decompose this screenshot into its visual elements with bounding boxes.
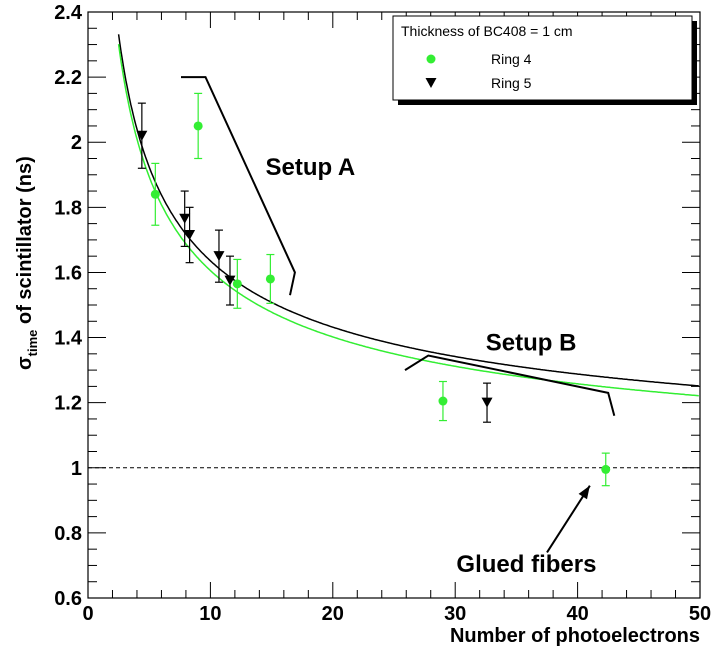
x-tick-label: 10 <box>199 603 221 625</box>
y-tick-label: 1 <box>71 458 82 480</box>
legend-box <box>392 15 693 101</box>
y-axis-subscript: time <box>25 330 40 357</box>
annotation-label: Glued fibers <box>456 551 596 578</box>
x-tick-label: 0 <box>82 603 93 625</box>
fit-curve <box>117 34 699 387</box>
y-axis-label: σtime of scintillator (ns) <box>14 156 40 370</box>
y-tick-label: 2.4 <box>54 2 83 24</box>
data-point-ring-5 <box>481 397 493 408</box>
y-tick-label: 1.8 <box>54 197 82 219</box>
data-point-ring-5 <box>136 130 148 141</box>
y-tick-label: 1.2 <box>54 393 82 415</box>
y-tick-label: 2.2 <box>54 67 82 89</box>
fit-curves <box>117 34 699 397</box>
legend-marker-ring-4 <box>426 54 436 64</box>
data-point-ring-4 <box>265 274 275 284</box>
data-points <box>136 92 611 487</box>
x-tick-label: 20 <box>322 603 344 625</box>
y-tick-label: 1.6 <box>54 262 82 284</box>
y-tick-label: 1.4 <box>54 328 83 350</box>
data-point-ring-4 <box>232 279 242 289</box>
y-tick-label: 0.8 <box>54 523 82 545</box>
x-tick-label: 50 <box>689 603 711 625</box>
annotations: Setup A Setup B Glued fibers <box>181 76 616 578</box>
y-tick-label: 0.6 <box>54 588 82 610</box>
x-axis-label: Number of photoelectrons <box>450 625 700 647</box>
annotation-arrow-line <box>546 485 591 553</box>
x-tick-label: 40 <box>566 603 588 625</box>
axes: 0 10 20 30 40 50 0.6 0.8 1 1.2 1.4 1.6 1.8 2 2.2 2.4 Num… <box>14 2 711 647</box>
annotation-bracket <box>181 76 296 296</box>
y-axis-symbol: σ <box>14 356 36 370</box>
data-point-ring-4 <box>601 464 611 474</box>
data-point-ring-4 <box>438 396 448 406</box>
y-tick-label: 2 <box>71 132 82 154</box>
data-point-ring-4 <box>193 121 203 131</box>
legend-marker-ring-5 <box>425 78 437 88</box>
annotation-label: Setup B <box>486 330 577 357</box>
data-point-ring-5 <box>184 230 196 241</box>
data-point-ring-5 <box>179 213 191 224</box>
annotation-arrow-head <box>578 485 590 500</box>
annotation-label: Setup A <box>265 154 355 181</box>
legend-entry: Ring 5 <box>491 75 532 91</box>
y-axis-main: of scintillator (ns) <box>14 156 36 329</box>
data-point-ring-4 <box>150 189 160 199</box>
annotation-bracket <box>404 354 616 416</box>
fit-curve <box>117 43 699 397</box>
legend-title: Thickness of BC408 = 1 cm <box>401 23 573 39</box>
data-point-ring-5 <box>213 251 225 262</box>
data-point-ring-5 <box>224 275 236 286</box>
x-tick-label: 30 <box>444 603 466 625</box>
legend-entry: Ring 4 <box>491 51 532 67</box>
legend: Thickness of BC408 = 1 cm Ring 4 Ring 5 <box>392 15 697 105</box>
